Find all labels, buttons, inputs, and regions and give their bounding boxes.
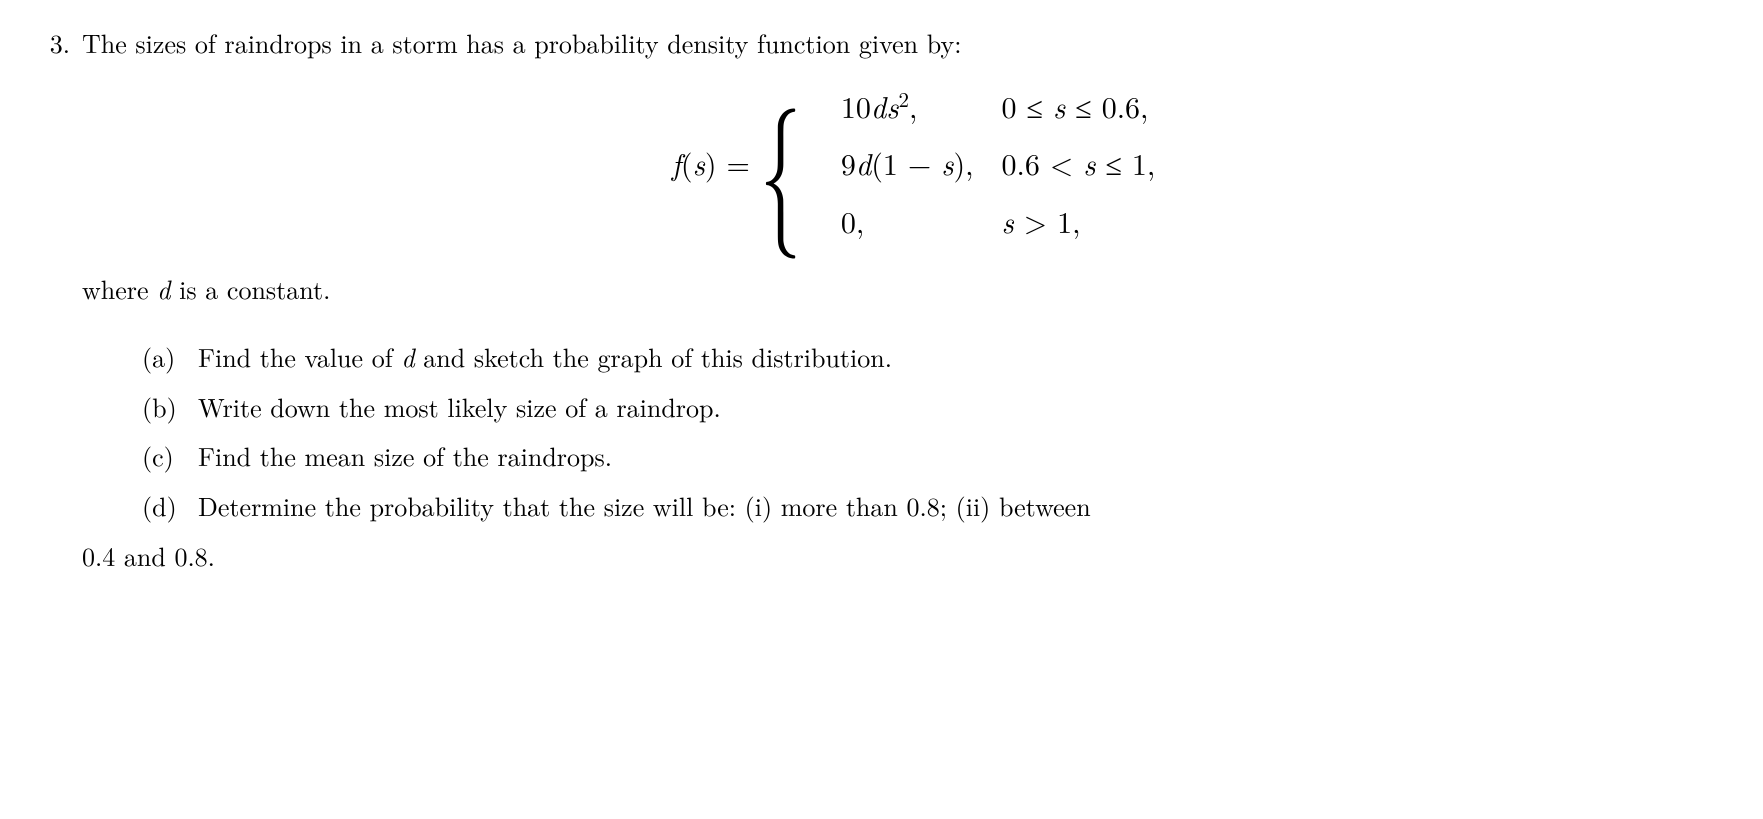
case-cond: 0 ≤ s ≤ 0.6, [1002, 84, 1156, 128]
problem-number: 3. [18, 24, 82, 62]
subpart-d-continuation: 0.4 and 0.8. [82, 537, 1745, 575]
equation-block: f(s) = { 10ds2, 0 ≤ s ≤ 0.6, 9d(1 − s), … [82, 84, 1745, 243]
where-clause: where d is a constant. [82, 270, 1745, 308]
subpart-label: (c) [142, 437, 198, 475]
case-expr: 9d(1 − s), [841, 141, 974, 185]
subpart-a: (a) Find the value of d and sketch the g… [142, 338, 1745, 376]
subpart-label: (a) [142, 338, 198, 376]
case-expr: 0, [841, 199, 974, 243]
problem-3: 3. The sizes of raindrops in a storm has… [18, 24, 1745, 574]
subpart-text: Find the mean size of the raindrops. [198, 437, 1745, 475]
eq-lhs: f(s) = [672, 141, 750, 185]
subpart-text: Write down the most likely size of a rai… [198, 388, 1745, 426]
case-cond: 0.6 < s ≤ 1, [1002, 141, 1156, 185]
problem-body: The sizes of raindrops in a storm has a … [82, 24, 1745, 574]
subpart-label: (b) [142, 388, 198, 426]
case-cond: s > 1, [1002, 199, 1156, 243]
intro-text: The sizes of raindrops in a storm has a … [82, 24, 1745, 62]
subpart-b: (b) Write down the most likely size of a… [142, 388, 1745, 426]
subpart-text: Find the value of d and sketch the graph… [198, 338, 1745, 376]
subpart-c: (c) Find the mean size of the raindrops. [142, 437, 1745, 475]
subpart-label: (d) [142, 487, 198, 525]
subparts-list: (a) Find the value of d and sketch the g… [82, 338, 1745, 525]
subpart-d: (d) Determine the probability that the s… [142, 487, 1745, 525]
subpart-text: Determine the probability that the size … [198, 487, 1745, 525]
case-expr: 10ds2, [841, 84, 974, 128]
piecewise-equation: f(s) = { 10ds2, 0 ≤ s ≤ 0.6, 9d(1 − s), … [672, 84, 1156, 243]
left-brace-icon: { [760, 103, 801, 216]
cases-grid: 10ds2, 0 ≤ s ≤ 0.6, 9d(1 − s), 0.6 < s ≤… [841, 84, 1155, 243]
